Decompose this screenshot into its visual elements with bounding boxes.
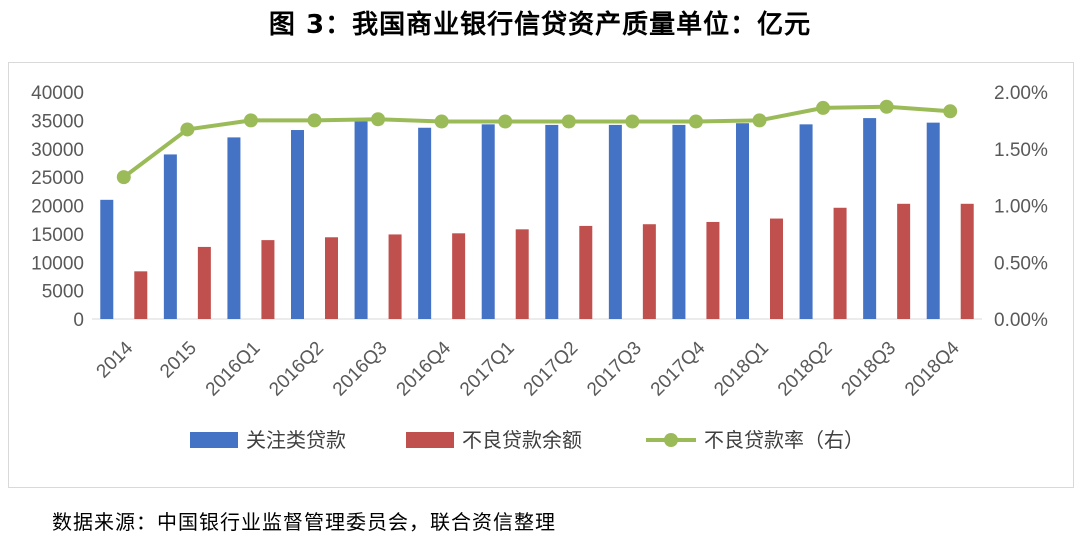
- npl-ratio-point: [816, 100, 831, 115]
- legend-swatch: [406, 432, 454, 448]
- bar-npl-balance: [134, 271, 148, 319]
- bar-watch-loans: [227, 137, 241, 319]
- left-axis-tick: 25000: [31, 168, 84, 189]
- source-note: 数据来源：中国银行业监督管理委员会，联合资信整理: [52, 510, 556, 534]
- bar-watch-loans: [736, 123, 749, 320]
- left-axis-tick: 0: [73, 310, 84, 331]
- left-axis-tick: 15000: [31, 225, 84, 246]
- right-axis-tick: 0.00%: [994, 310, 1048, 331]
- legend-line-marker: [664, 433, 678, 447]
- x-axis-tick: 2018Q3: [838, 338, 901, 401]
- left-axis-tick: 30000: [31, 140, 84, 161]
- bar-watch-loans: [863, 118, 877, 319]
- left-axis-tick: 10000: [31, 253, 84, 274]
- right-axis-tick: 1.00%: [994, 197, 1048, 218]
- bar-watch-loans: [291, 130, 304, 319]
- x-axis-tick: 2016Q2: [265, 338, 328, 401]
- npl-ratio-point: [688, 114, 703, 129]
- bar-watch-loans: [100, 199, 114, 319]
- right-axis-tick: 1.50%: [994, 140, 1048, 161]
- npl-ratio-point: [116, 170, 131, 185]
- x-axis-tick: 2016Q1: [202, 338, 265, 401]
- x-axis-tick: 2018Q1: [710, 338, 773, 401]
- bar-npl-balance: [197, 246, 211, 319]
- x-axis-tick: 2016Q3: [329, 338, 392, 401]
- npl-ratio-point: [243, 113, 258, 128]
- npl-ratio-point: [879, 99, 894, 114]
- bar-npl-balance: [452, 233, 466, 319]
- combo-chart: 0 5000 10000 15000 20000 25000 30000 35000 40000…: [31, 83, 1048, 452]
- npl-ratio-point: [561, 114, 576, 129]
- bar-npl-balance: [833, 207, 847, 319]
- bar-watch-loans: [672, 124, 686, 319]
- bar-watch-loans: [545, 124, 559, 319]
- right-axis-tick: 2.00%: [994, 83, 1048, 104]
- page-title: 图 3：我国商业银行信贷资产质量单位：亿元: [268, 10, 812, 40]
- x-axis-tick: 2017Q1: [456, 338, 519, 401]
- bar-watch-loans: [354, 121, 368, 319]
- npl-ratio-point: [180, 122, 195, 137]
- bar-npl-balance: [261, 240, 275, 319]
- right-axis-tick: 0.50%: [994, 253, 1048, 274]
- bar-npl-balance: [706, 221, 720, 319]
- left-axis-tick: 5000: [42, 282, 84, 303]
- bar-npl-balance: [388, 234, 402, 319]
- bar-watch-loans: [481, 124, 495, 319]
- legend-label: 不良贷款率（右）: [704, 428, 864, 452]
- left-axis-tick: 40000: [31, 83, 84, 104]
- npl-ratio-point: [943, 104, 958, 119]
- bar-npl-balance: [325, 237, 338, 319]
- legend-swatch: [190, 432, 238, 448]
- x-axis-tick: 2018Q2: [774, 338, 837, 401]
- bar-watch-loans: [799, 124, 813, 319]
- npl-ratio-point: [434, 114, 449, 129]
- npl-ratio-point: [752, 113, 767, 128]
- bar-npl-balance: [770, 218, 783, 319]
- x-axis-tick: 2016Q4: [393, 337, 456, 400]
- bar-npl-balance: [579, 225, 593, 319]
- left-axis-tick: 35000: [31, 111, 84, 132]
- bar-watch-loans: [926, 122, 940, 320]
- bar-watch-loans: [418, 127, 432, 319]
- x-axis-tick: 2018Q4: [901, 337, 964, 400]
- npl-ratio-point: [625, 114, 640, 129]
- bar-npl-balance: [897, 203, 911, 319]
- bar-watch-loans: [608, 124, 622, 319]
- bar-npl-balance: [960, 203, 974, 319]
- x-axis-tick: 2017Q3: [583, 338, 646, 401]
- x-axis-tick: 2015: [156, 338, 201, 383]
- legend-label: 关注类贷款: [246, 428, 346, 452]
- bar-npl-balance: [515, 229, 529, 319]
- bar-npl-balance: [642, 224, 656, 319]
- npl-ratio-point: [498, 114, 513, 129]
- chart-frame: [8, 62, 1074, 488]
- npl-ratio-line: [122, 104, 951, 179]
- x-axis-tick: 2017Q2: [520, 338, 583, 401]
- legend-label: 不良贷款余额: [462, 428, 582, 452]
- x-axis-tick: 2017Q4: [647, 337, 710, 400]
- npl-ratio-point: [371, 112, 386, 127]
- bar-watch-loans: [163, 154, 177, 319]
- npl-ratio-point: [307, 113, 322, 128]
- x-axis-tick: 2014: [93, 337, 138, 382]
- left-axis-tick: 20000: [31, 197, 84, 218]
